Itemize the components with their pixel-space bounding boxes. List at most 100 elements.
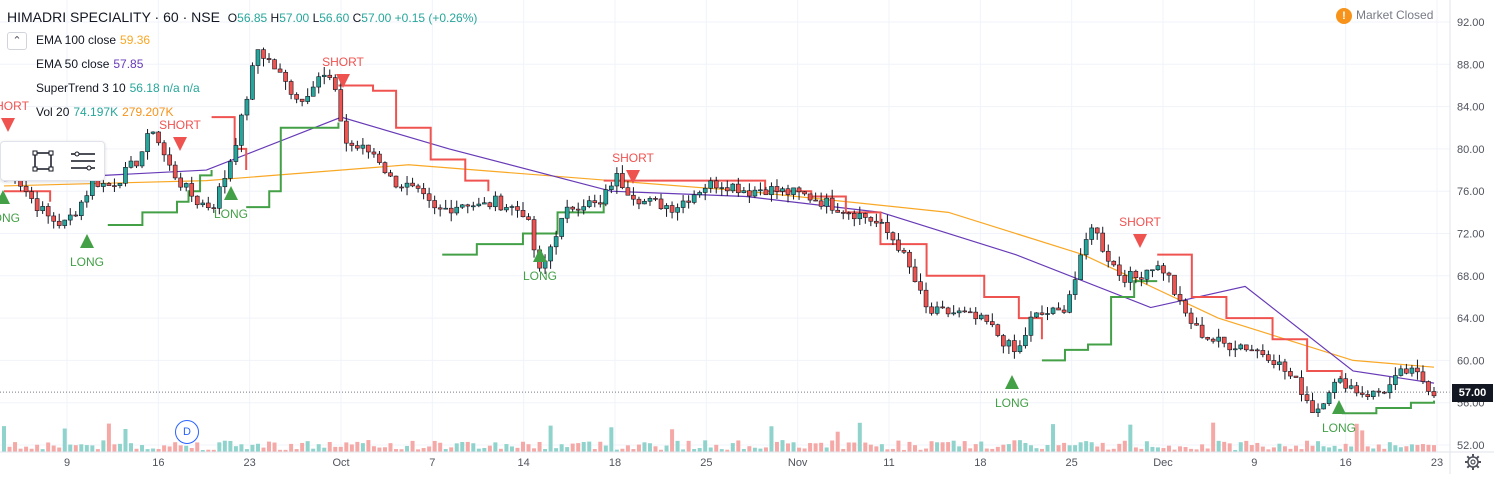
volume-bar	[636, 444, 641, 452]
volume-bar	[162, 445, 167, 452]
candle-body	[421, 188, 426, 195]
candle-body	[360, 144, 366, 149]
indicator-ema100[interactable]: EMA 100 close 59.36	[36, 33, 150, 47]
candle-body	[73, 214, 79, 217]
volume-bar	[1282, 446, 1287, 452]
volume-bar	[570, 443, 575, 452]
volume-bar	[283, 449, 288, 452]
candle-body	[266, 58, 272, 60]
candle-body	[377, 153, 382, 163]
short-signal-arrow	[1133, 234, 1147, 248]
candle-body	[117, 183, 123, 186]
candle-body	[829, 197, 835, 211]
candle-body	[178, 177, 183, 188]
volume-bar	[1338, 448, 1343, 452]
volume-bar	[984, 448, 989, 452]
volume-bar	[852, 442, 857, 452]
candle-body	[393, 175, 399, 188]
candle-body	[1382, 391, 1387, 394]
candle-body	[609, 185, 614, 190]
candle-body	[1100, 232, 1106, 252]
volume-bar	[774, 441, 779, 452]
volume-bar	[526, 444, 531, 452]
candle-body	[1221, 336, 1227, 344]
candle-body	[172, 164, 178, 179]
volume-bar	[1365, 446, 1370, 452]
candle-body	[1023, 335, 1028, 347]
volume-bar	[581, 442, 586, 452]
volume-bar	[736, 440, 741, 452]
supertrend-segment	[1157, 253, 1343, 382]
volume-bar	[239, 444, 244, 452]
candle-body	[432, 200, 437, 209]
candle-body	[471, 205, 476, 208]
volume-bar	[1078, 442, 1083, 452]
volume-bar	[659, 449, 664, 452]
y-tick-label: 84.00	[1457, 102, 1485, 114]
candle-body	[680, 200, 686, 208]
candle-body	[647, 198, 653, 202]
candle-body	[1045, 313, 1050, 315]
volume-bar	[924, 448, 929, 452]
volume-bars	[2, 422, 1436, 452]
indicator-volume[interactable]: Vol 20 74.197K 279.207K	[36, 105, 173, 119]
candle-body	[868, 217, 874, 222]
candle-body	[664, 205, 669, 210]
candle-body	[956, 310, 962, 314]
volume-bar	[316, 444, 321, 452]
volume-bar	[1354, 423, 1359, 452]
candle-body	[918, 281, 923, 291]
candle-body	[338, 89, 344, 122]
dividend-badge[interactable]: D	[175, 420, 199, 444]
collapse-legend-button[interactable]: ⌃	[7, 32, 27, 50]
candle-body	[1150, 269, 1155, 272]
volume-bar	[1144, 441, 1149, 452]
volume-bar	[841, 448, 846, 452]
candle-body	[310, 86, 316, 97]
candle-body	[597, 202, 603, 205]
y-tick-label: 68.00	[1457, 271, 1485, 283]
candle-body	[106, 183, 112, 186]
gear-icon[interactable]	[1463, 452, 1483, 472]
indicator-ema50[interactable]: EMA 50 close 57.85	[36, 57, 143, 71]
volume-bar	[995, 446, 1000, 452]
lines-icon[interactable]	[67, 145, 99, 177]
candle-body	[1089, 227, 1094, 240]
volume-bar	[874, 446, 879, 452]
candle-body	[399, 186, 404, 189]
volume-bar	[846, 442, 851, 452]
volume-bar	[1305, 440, 1310, 452]
candle-body	[288, 81, 294, 95]
volume-bar	[625, 445, 630, 452]
volume-bar	[631, 449, 636, 452]
volume-bar	[957, 446, 962, 452]
volume-bar	[1189, 448, 1194, 452]
time-axis[interactable]: 9 16 23 Oct 7 14 18 25 Nov 11 18 25 Dec 9 16 23	[64, 457, 1443, 469]
candle-body	[1072, 279, 1078, 295]
volume-bar	[1045, 445, 1050, 452]
candle-body	[785, 188, 791, 195]
candle-body	[101, 183, 106, 187]
candle-body	[34, 198, 40, 211]
volume-bar	[990, 448, 995, 452]
candle-body	[564, 206, 570, 219]
rectangle-icon[interactable]	[27, 145, 59, 177]
indicator-supertrend[interactable]: SuperTrend 3 10 56.18 n/a n/a	[36, 81, 200, 95]
candle-body	[217, 186, 222, 209]
volume-bar	[68, 444, 73, 452]
volume-bar	[377, 447, 382, 452]
candle-body	[719, 187, 725, 189]
volume-bar	[29, 448, 34, 452]
symbol-name[interactable]: HIMADRI SPECIALITY · 60 · NSE	[7, 9, 220, 25]
volume-bar	[322, 447, 327, 452]
market-status[interactable]: ! Market Closed	[1336, 8, 1433, 24]
candle-body	[945, 307, 951, 315]
candle-body	[244, 98, 250, 116]
short-signal-arrow	[626, 170, 640, 184]
low-value: 56.60	[319, 11, 350, 25]
volume-bar	[1216, 440, 1221, 452]
candle-body	[139, 151, 145, 167]
candle-body	[885, 222, 890, 233]
candle-body	[1387, 384, 1393, 394]
